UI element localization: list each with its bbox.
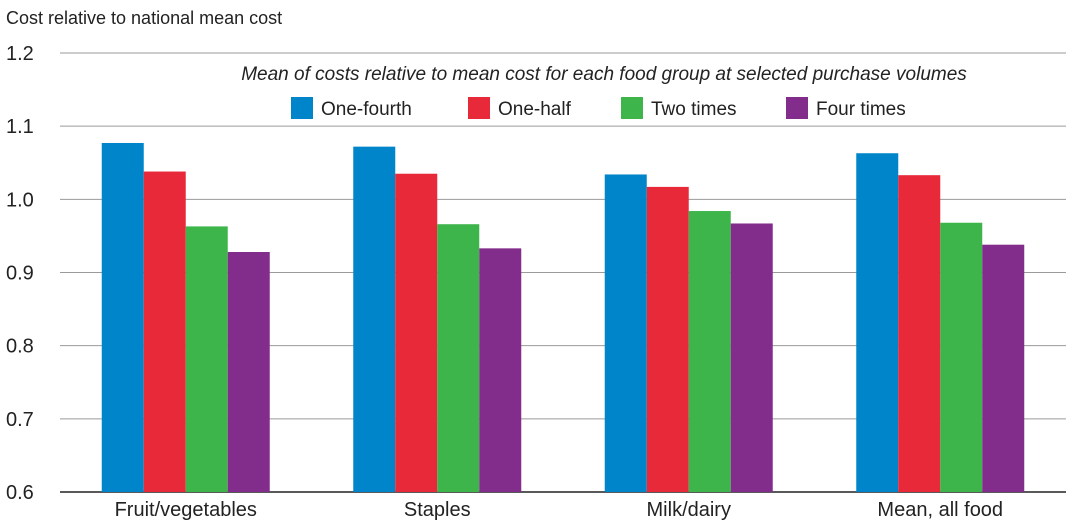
y-tick-label: 1.2 bbox=[6, 43, 34, 65]
legend-label: Two times bbox=[651, 99, 737, 120]
category-label: Milk/dairy bbox=[647, 499, 731, 521]
legend-swatch bbox=[786, 97, 808, 119]
legend-label: Four times bbox=[816, 99, 906, 120]
y-tick-label: 0.6 bbox=[6, 482, 34, 504]
bar bbox=[101, 142, 144, 492]
legend-swatch bbox=[291, 97, 313, 119]
y-tick-label: 1.0 bbox=[6, 189, 34, 211]
bar bbox=[437, 224, 480, 492]
y-tick-label: 0.7 bbox=[6, 409, 34, 431]
y-tick-label: 1.1 bbox=[6, 116, 34, 138]
y-tick-label: 0.8 bbox=[6, 336, 34, 358]
y-tick-label: 0.9 bbox=[6, 263, 34, 285]
bars bbox=[101, 142, 1025, 493]
legend-swatch bbox=[468, 97, 490, 119]
bar bbox=[982, 244, 1025, 492]
bar bbox=[395, 173, 438, 492]
bar bbox=[898, 175, 941, 492]
bar bbox=[688, 211, 731, 493]
bar bbox=[143, 171, 186, 492]
legend-label: One-fourth bbox=[321, 99, 412, 120]
bar bbox=[227, 252, 270, 492]
chart-subtitle: Mean of costs relative to mean cost for … bbox=[241, 64, 967, 85]
category-label: Staples bbox=[404, 499, 471, 521]
category-labels: Fruit/vegetables Staples Milk/dairy Mean, a… bbox=[115, 499, 1003, 521]
bar bbox=[730, 223, 773, 492]
bar bbox=[353, 146, 396, 493]
legend-swatch bbox=[621, 97, 643, 119]
category-label: Mean, all food bbox=[877, 499, 1003, 521]
y-axis-title: Cost relative to national mean cost bbox=[6, 8, 282, 28]
y-axis-ticks: 0.6 0.7 0.8 0.9 1.0 1.1 1.2 bbox=[6, 43, 34, 504]
legend-label: One-half bbox=[498, 99, 572, 120]
bar bbox=[604, 174, 647, 492]
bar bbox=[940, 222, 983, 492]
bar bbox=[185, 226, 228, 492]
category-label: Fruit/vegetables bbox=[115, 499, 257, 521]
bar bbox=[646, 186, 689, 492]
bar bbox=[479, 248, 522, 492]
legend: One-fourth One-half Two times Four times bbox=[291, 97, 906, 120]
bar bbox=[856, 153, 899, 492]
